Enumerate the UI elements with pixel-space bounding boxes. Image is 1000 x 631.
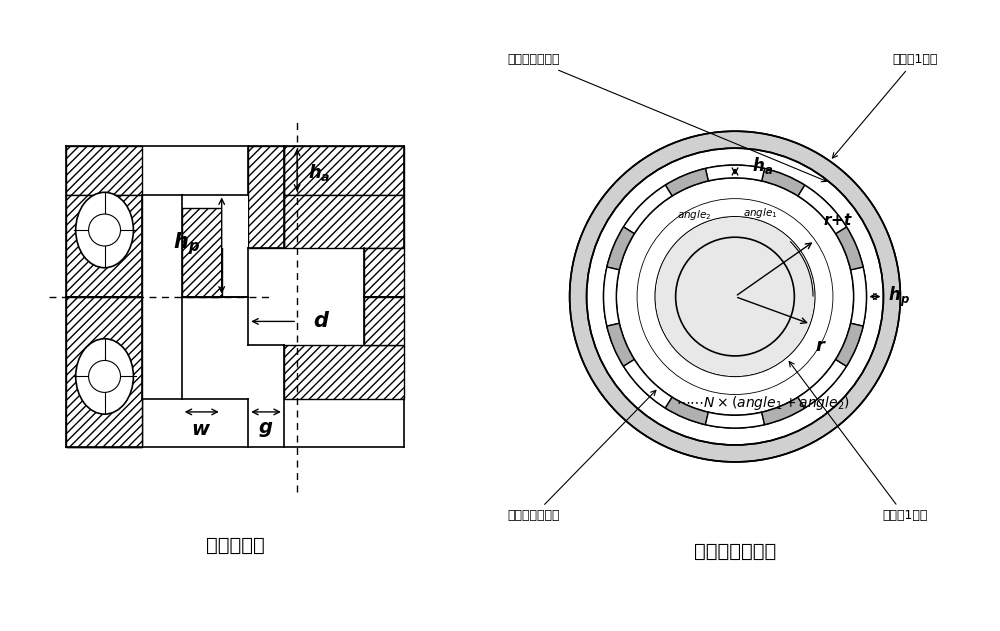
Wedge shape (705, 165, 765, 181)
Text: $\bfit{h}_{\bfit{p}}$: $\bfit{h}_{\bfit{p}}$ (888, 285, 910, 309)
Text: $angle_1$: $angle_1$ (743, 206, 778, 220)
Wedge shape (798, 185, 846, 233)
Bar (182, 208, 222, 297)
Wedge shape (665, 398, 708, 425)
Wedge shape (624, 185, 672, 233)
Wedge shape (798, 360, 846, 408)
Circle shape (89, 360, 121, 392)
Wedge shape (607, 227, 634, 270)
Wedge shape (570, 131, 900, 462)
Wedge shape (762, 168, 805, 196)
Text: 圆波导1内壁: 圆波导1内壁 (789, 362, 927, 522)
Wedge shape (665, 168, 708, 196)
Text: 径向截面图: 径向截面图 (206, 536, 264, 555)
Bar (66, 297, 142, 447)
Bar (284, 345, 404, 399)
Wedge shape (836, 323, 863, 366)
Text: $\bfit{r}$: $\bfit{r}$ (815, 337, 827, 355)
Bar (364, 297, 404, 345)
Wedge shape (607, 323, 634, 366)
Text: $\bfit{d}$: $\bfit{d}$ (313, 312, 330, 331)
Wedge shape (705, 412, 765, 428)
Bar (222, 194, 248, 248)
Text: $\bfit{w}$: $\bfit{w}$ (191, 420, 211, 439)
Text: $\bfit{h}_{\bfit{p}}$: $\bfit{h}_{\bfit{p}}$ (173, 230, 200, 257)
Bar (284, 194, 404, 248)
Text: 圆波导1外壁: 圆波导1外壁 (832, 54, 938, 158)
Circle shape (89, 214, 121, 246)
Text: $\bfit{h}_{\bfit{a}}$: $\bfit{h}_{\bfit{a}}$ (752, 155, 773, 176)
Wedge shape (604, 267, 619, 326)
Wedge shape (762, 398, 805, 425)
Text: 圆柱屏蔽腔外壁: 圆柱屏蔽腔外壁 (507, 54, 827, 182)
Bar (284, 146, 404, 194)
Ellipse shape (76, 192, 133, 268)
Wedge shape (624, 360, 672, 408)
Wedge shape (851, 267, 866, 326)
Text: $\bfit{r}\bfit{+}\bfit{t}$: $\bfit{r}\bfit{+}\bfit{t}$ (823, 212, 853, 228)
Ellipse shape (76, 339, 133, 414)
Bar (248, 146, 284, 248)
Bar (66, 146, 142, 194)
Text: $angle_2$: $angle_2$ (677, 208, 712, 222)
Text: $\cdots\cdots N\times(angle_1+angle_2)$: $\cdots\cdots N\times(angle_1+angle_2)$ (676, 394, 850, 411)
Text: 圆柱轴向俯视图: 圆柱轴向俯视图 (694, 541, 776, 560)
Text: $\bfit{g}$: $\bfit{g}$ (258, 420, 274, 439)
Bar (66, 399, 142, 447)
Text: 圆柱屏蔽腔内壁: 圆柱屏蔽腔内壁 (507, 391, 656, 522)
Circle shape (654, 216, 816, 377)
Text: $\bfit{h}_{\bfit{a}}$: $\bfit{h}_{\bfit{a}}$ (308, 162, 330, 183)
Bar (66, 194, 142, 297)
Wedge shape (637, 199, 833, 394)
Bar (364, 248, 404, 297)
Wedge shape (836, 227, 863, 270)
